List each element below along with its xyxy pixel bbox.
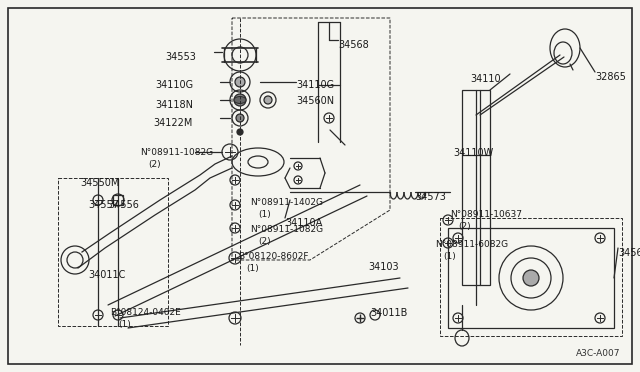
Text: (1): (1) — [443, 252, 456, 261]
Text: (2): (2) — [148, 160, 161, 169]
Circle shape — [523, 270, 539, 286]
Text: N°08911-1402G: N°08911-1402G — [250, 198, 323, 207]
Ellipse shape — [234, 96, 246, 103]
Text: 34011C: 34011C — [88, 270, 125, 280]
Text: 34103: 34103 — [368, 262, 399, 272]
Text: 34110G: 34110G — [296, 80, 334, 90]
Text: N°08911-10637: N°08911-10637 — [450, 210, 522, 219]
Text: A3C-A007: A3C-A007 — [575, 349, 620, 358]
Bar — [462, 90, 490, 285]
Text: N°08911-1082G: N°08911-1082G — [140, 148, 213, 157]
Text: (1): (1) — [258, 210, 271, 219]
Text: 34557: 34557 — [88, 200, 119, 210]
Text: 34556: 34556 — [108, 200, 139, 210]
Circle shape — [235, 77, 245, 87]
Text: (2): (2) — [458, 222, 470, 231]
Text: N°08911-1082G: N°08911-1082G — [250, 225, 323, 234]
Text: 34568: 34568 — [338, 40, 369, 50]
Text: 34011B: 34011B — [370, 308, 408, 318]
Text: 34118N: 34118N — [155, 100, 193, 110]
Circle shape — [234, 94, 246, 106]
Bar — [113, 195, 123, 205]
Circle shape — [237, 129, 243, 135]
Text: B°08124-0402E: B°08124-0402E — [110, 308, 180, 317]
Text: (1): (1) — [118, 320, 131, 329]
Text: N°08911-6082G: N°08911-6082G — [435, 240, 508, 249]
Text: 34110: 34110 — [470, 74, 500, 84]
Circle shape — [264, 96, 272, 104]
Text: 34110A: 34110A — [285, 218, 323, 228]
Text: B°08120-8602F: B°08120-8602F — [238, 252, 308, 261]
Circle shape — [236, 114, 244, 122]
Text: 34553: 34553 — [165, 52, 196, 62]
Text: 34573: 34573 — [415, 192, 446, 202]
Text: (2): (2) — [258, 237, 271, 246]
Text: 34122M: 34122M — [154, 118, 193, 128]
Bar — [448, 228, 614, 328]
Bar — [58, 178, 168, 326]
Text: 32865: 32865 — [595, 72, 626, 82]
Text: 34110G: 34110G — [155, 80, 193, 90]
Text: 34110W: 34110W — [453, 148, 493, 158]
Text: 34565M: 34565M — [618, 248, 640, 258]
Bar — [440, 218, 622, 336]
Text: 34560N: 34560N — [296, 96, 334, 106]
Text: 34550M: 34550M — [80, 178, 120, 188]
Text: (1): (1) — [246, 264, 259, 273]
